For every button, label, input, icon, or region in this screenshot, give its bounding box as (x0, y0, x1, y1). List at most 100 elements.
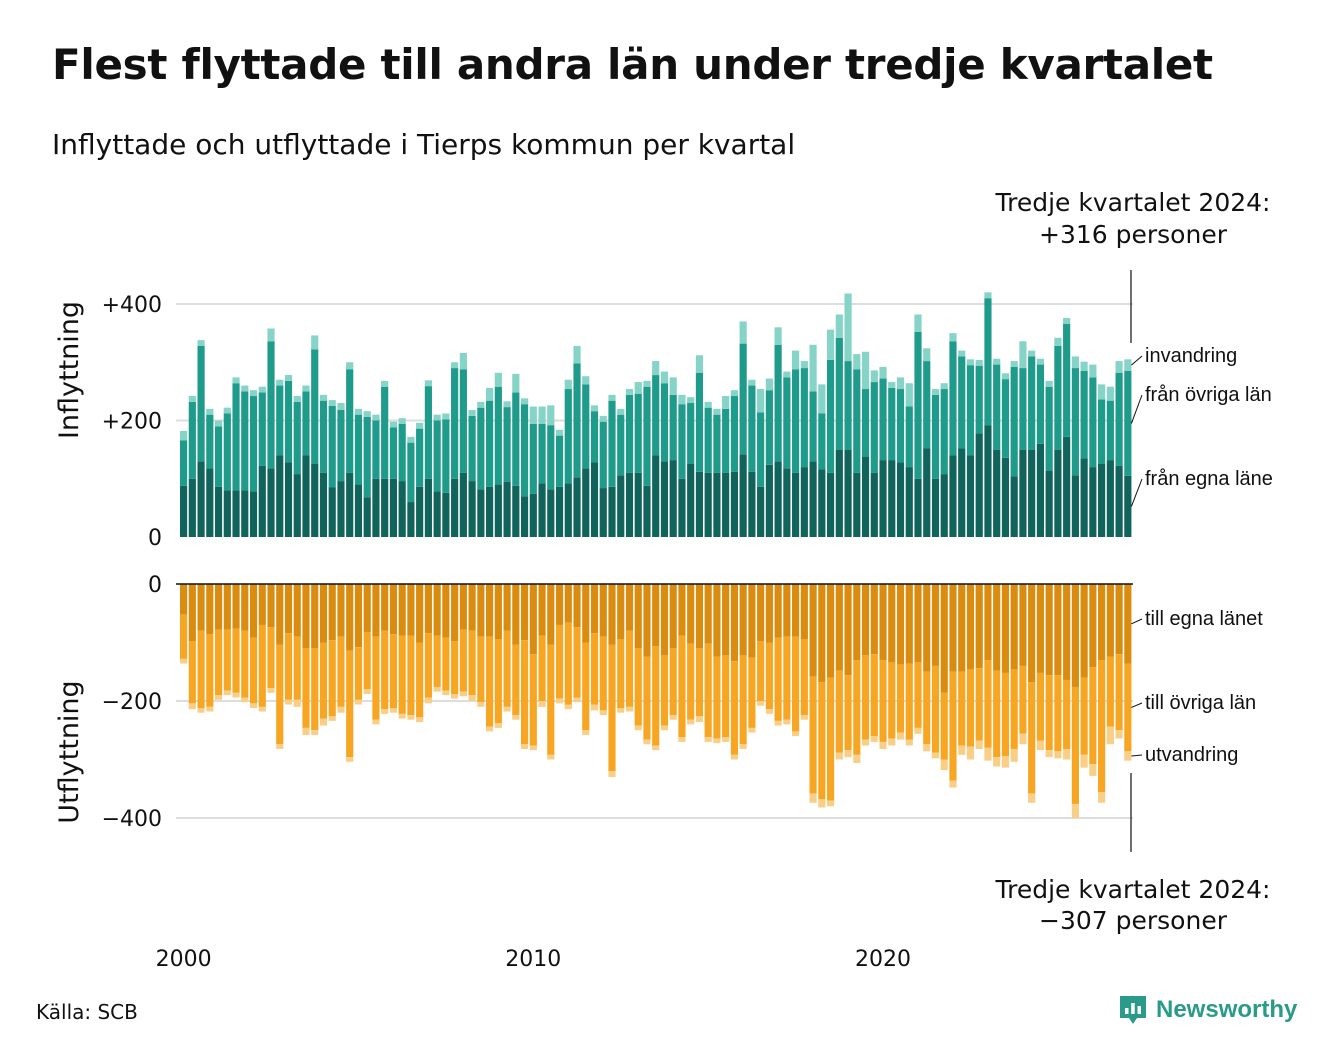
bar-inflyttning-3 (809, 344, 817, 392)
bar-inflyttning-1 (695, 471, 704, 537)
bar-inflyttning-1 (302, 455, 310, 537)
bar-inflyttning-1 (923, 448, 931, 537)
bar-inflyttning-1 (870, 472, 878, 538)
bar-utflyttning-2 (486, 636, 494, 727)
bar-utflyttning-1 (319, 584, 328, 643)
bar-utflyttning-2 (669, 648, 677, 716)
y-tick-label: −200 (102, 690, 162, 715)
bar-inflyttning-3 (792, 350, 800, 370)
bar-inflyttning-2 (494, 386, 502, 485)
top-y-ticks: 0 +200 +400 (102, 293, 162, 551)
bar-inflyttning-3 (442, 413, 450, 420)
bar-inflyttning-2 (1080, 370, 1088, 459)
bar-inflyttning-3 (206, 408, 214, 415)
bar-utflyttning-3 (678, 737, 686, 742)
bar-utflyttning-1 (1001, 584, 1010, 673)
bar-inflyttning-2 (800, 368, 808, 468)
bar-utflyttning-1 (276, 584, 284, 645)
bar-inflyttning-1 (284, 462, 293, 537)
bar-inflyttning-2 (1028, 356, 1036, 450)
bar-utflyttning-3 (1071, 803, 1079, 818)
bar-inflyttning-2 (354, 414, 363, 485)
bar-utflyttning-1 (870, 584, 878, 655)
bar-utflyttning-3 (319, 718, 328, 726)
bar-inflyttning-2 (617, 414, 625, 476)
bar-inflyttning-3 (1019, 341, 1027, 369)
bar-inflyttning-3 (494, 372, 502, 387)
bar-inflyttning-3 (774, 327, 782, 345)
bar-inflyttning-3 (608, 394, 616, 401)
bar-utflyttning-1 (704, 584, 712, 644)
bar-utflyttning-1 (468, 584, 476, 631)
bar-utflyttning-3 (241, 697, 249, 703)
bar-utflyttning-3 (1115, 730, 1123, 739)
bar-utflyttning-3 (1045, 750, 1053, 758)
bar-inflyttning-1 (704, 472, 712, 538)
bar-inflyttning-1 (363, 497, 371, 537)
bar-inflyttning-3 (914, 314, 922, 332)
bar-utflyttning-2 (643, 656, 651, 740)
bar-inflyttning-2 (975, 365, 983, 434)
bar-utflyttning-1 (328, 584, 336, 641)
bar-inflyttning-2 (599, 421, 607, 489)
bottom-annotation-line1: Tredje kvartalet 2024: (995, 875, 1271, 904)
bar-inflyttning-3 (302, 385, 310, 392)
top-annotation-line2: +316 personer (1039, 220, 1228, 249)
bar-inflyttning-1 (1036, 443, 1044, 537)
bar-inflyttning-1 (617, 475, 625, 537)
bar-inflyttning-1 (1054, 449, 1062, 538)
bar-utflyttning-3 (372, 719, 380, 725)
bar-utflyttning-1 (206, 584, 214, 635)
bar-inflyttning-3 (538, 406, 546, 424)
bar-inflyttning-3 (451, 362, 459, 369)
bar-utflyttning-2 (809, 676, 817, 794)
bar-utflyttning-2 (223, 629, 231, 691)
bar-utflyttning-3 (267, 688, 275, 693)
bar-inflyttning-1 (1019, 449, 1027, 538)
bar-inflyttning-2 (774, 344, 782, 462)
bar-inflyttning-2 (1019, 368, 1027, 450)
bar-utflyttning-3 (503, 706, 511, 712)
series-label-utflyttning: utvandring (1145, 744, 1238, 766)
bar-utflyttning-1 (783, 584, 791, 637)
bar-inflyttning-2 (739, 343, 747, 455)
bar-inflyttning-3 (669, 377, 677, 395)
bar-inflyttning-1 (538, 483, 546, 537)
bar-utflyttning-1 (896, 584, 905, 665)
bar-utflyttning-2 (826, 677, 835, 801)
bar-utflyttning-1 (590, 584, 599, 634)
bar-utflyttning-2 (407, 635, 415, 716)
bar-utflyttning-2 (267, 627, 275, 689)
x-tick-label: 2010 (505, 947, 561, 972)
bar-inflyttning-1 (590, 462, 599, 537)
bar-utflyttning-1 (442, 584, 450, 638)
bar-inflyttning-2 (949, 341, 957, 456)
bar-utflyttning-3 (617, 708, 625, 713)
bar-inflyttning-3 (188, 396, 196, 402)
bar-inflyttning-3 (923, 348, 931, 362)
newsworthy-logo[interactable]: Newsworthy (1118, 994, 1297, 1026)
bar-inflyttning-1 (949, 455, 957, 537)
bar-utflyttning-3 (625, 706, 634, 712)
bar-utflyttning-1 (494, 584, 502, 639)
bar-utflyttning-2 (748, 657, 756, 728)
bar-utflyttning-2 (328, 640, 336, 717)
bar-inflyttning-3 (748, 379, 756, 386)
bar-inflyttning-3 (1080, 361, 1088, 371)
bar-utflyttning-2 (276, 644, 284, 745)
bar-utflyttning-1 (214, 584, 223, 630)
bar-utflyttning-1 (599, 584, 607, 637)
bar-inflyttning-3 (643, 380, 651, 387)
bar-inflyttning-2 (643, 386, 651, 486)
bar-inflyttning-1 (1010, 476, 1018, 537)
bar-inflyttning-2 (634, 393, 642, 473)
utflyttning-bars (180, 584, 1132, 818)
bar-utflyttning-1 (372, 584, 380, 637)
bar-inflyttning-1 (293, 474, 301, 537)
bar-inflyttning-1 (206, 468, 214, 537)
bar-utflyttning-2 (678, 635, 686, 738)
bar-utflyttning-2 (503, 630, 511, 707)
bar-inflyttning-1 (442, 492, 450, 537)
bar-utflyttning-2 (416, 642, 424, 718)
bar-utflyttning-2 (555, 624, 564, 699)
